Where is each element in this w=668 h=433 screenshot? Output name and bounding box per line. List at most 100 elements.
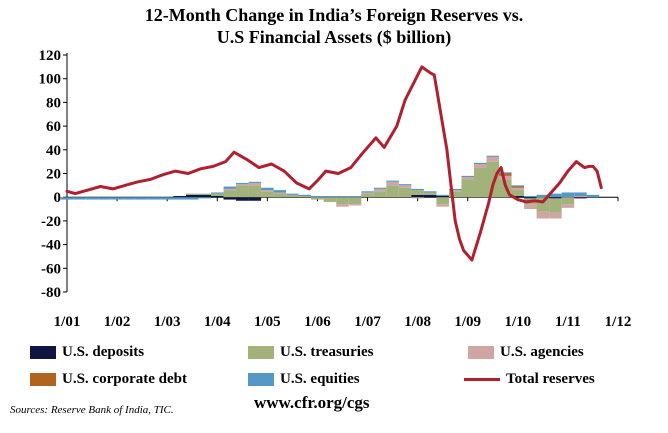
bar-us-deposits bbox=[436, 196, 449, 198]
x-tick-label: 1/11 bbox=[555, 314, 581, 330]
bar-us-agencies bbox=[336, 204, 349, 207]
bar-us-deposits bbox=[524, 197, 537, 199]
bar-us-equities bbox=[348, 196, 362, 198]
bar-us-equities bbox=[261, 187, 274, 191]
bar-us-treasuries bbox=[511, 190, 525, 197]
bar-us-equities bbox=[574, 192, 587, 197]
bar-us-equities bbox=[536, 194, 550, 198]
bar-us-agencies bbox=[461, 177, 474, 180]
y-tick-label: 100 bbox=[39, 72, 62, 88]
bar-us-equities bbox=[336, 196, 349, 198]
bar-us-equities bbox=[135, 197, 149, 200]
bar-us-corporate-debt bbox=[499, 173, 512, 176]
bar-us-agencies bbox=[273, 192, 287, 194]
bar-us-equities bbox=[173, 197, 186, 200]
bar-us-deposits bbox=[248, 197, 262, 201]
bar-us-treasuries bbox=[223, 190, 237, 198]
bar-us-deposits bbox=[574, 197, 587, 199]
y-tick-label: -80 bbox=[41, 285, 61, 301]
bar-us-treasuries bbox=[286, 194, 299, 198]
bar-us-equities bbox=[323, 196, 337, 198]
bar-us-equities bbox=[311, 196, 324, 198]
y-tick-label: 20 bbox=[46, 167, 61, 183]
bar-us-treasuries bbox=[398, 187, 412, 198]
bar-us-agencies bbox=[561, 204, 575, 208]
bar-us-treasuries bbox=[336, 197, 349, 205]
bar-us-treasuries bbox=[549, 198, 562, 213]
x-tick-label: 1/12 bbox=[605, 314, 632, 330]
bar-us-treasuries bbox=[423, 192, 437, 195]
bar-us-treasuries bbox=[473, 167, 487, 198]
bar-us-agencies bbox=[348, 204, 362, 206]
y-tick-label: -40 bbox=[41, 238, 61, 254]
bar-us-agencies bbox=[261, 190, 274, 192]
bar-us-equities bbox=[386, 180, 399, 182]
bar-us-agencies bbox=[248, 182, 262, 186]
bar-us-deposits bbox=[173, 196, 186, 198]
bar-us-agencies bbox=[536, 211, 550, 219]
bar-us-treasuries bbox=[561, 197, 575, 205]
bar-us-equities bbox=[361, 191, 374, 193]
bar-us-agencies bbox=[486, 156, 500, 162]
bar-us-agencies bbox=[436, 204, 449, 207]
bar-us-agencies bbox=[524, 204, 537, 210]
bar-us-deposits bbox=[211, 196, 224, 198]
bar-us-equities bbox=[473, 162, 487, 165]
bar-us-agencies bbox=[223, 188, 237, 191]
chart-title: 12-Month Change in India’s Foreign Reser… bbox=[0, 4, 668, 48]
bar-us-equities bbox=[273, 190, 287, 193]
bar-us-treasuries bbox=[311, 197, 324, 200]
x-tick-label: 1/03 bbox=[154, 314, 181, 330]
chart-title-line-2: U.S Financial Assets ($ billion) bbox=[216, 27, 452, 47]
bar-us-deposits bbox=[549, 197, 562, 199]
bar-us-equities bbox=[198, 197, 212, 199]
bar-us-treasuries bbox=[248, 185, 262, 198]
bar-us-treasuries bbox=[411, 190, 424, 195]
bar-us-treasuries bbox=[323, 197, 337, 202]
y-axis: 120 100 80 60 40 20 0 -20 -40 -60 -80 bbox=[39, 48, 68, 301]
bar-us-equities bbox=[586, 194, 600, 198]
bar-us-deposits bbox=[185, 194, 199, 198]
bar-us-deposits bbox=[223, 197, 237, 200]
bar-us-treasuries bbox=[273, 193, 287, 198]
bar-us-deposits bbox=[423, 194, 437, 198]
line-total-reserves bbox=[65, 65, 603, 262]
bar-us-agencies bbox=[511, 187, 525, 191]
y-tick-label: 60 bbox=[46, 119, 61, 135]
bar-us-treasuries bbox=[386, 185, 399, 198]
x-tick-label: 1/10 bbox=[504, 314, 531, 330]
bar-us-deposits bbox=[236, 197, 249, 201]
bar-us-equities bbox=[223, 186, 237, 189]
bar-us-treasuries bbox=[536, 197, 550, 212]
x-axis: 1/01 1/02 1/03 1/04 1/05 1/06 1/07 1/08 1/09 1/10… bbox=[54, 196, 632, 330]
y-tick-label: 80 bbox=[46, 95, 61, 111]
bar-us-equities bbox=[248, 181, 262, 183]
bar-us-equities bbox=[123, 197, 136, 200]
bar-us-agencies bbox=[473, 164, 487, 168]
bar-us-treasuries bbox=[461, 179, 474, 198]
bar-us-equities bbox=[423, 191, 437, 193]
bar-us-agencies bbox=[398, 185, 412, 188]
line-series-group bbox=[65, 65, 603, 262]
bar-us-treasuries bbox=[198, 193, 212, 195]
bar-us-equities bbox=[524, 196, 537, 198]
y-tick-label: 0 bbox=[54, 190, 62, 206]
y-tick-label: -60 bbox=[41, 261, 61, 277]
bar-us-equities bbox=[185, 197, 199, 200]
x-tick-label: 1/05 bbox=[254, 314, 281, 330]
x-tick-label: 1/04 bbox=[204, 314, 231, 330]
bar-us-agencies bbox=[373, 188, 387, 192]
bar-us-equities bbox=[511, 185, 525, 187]
bar-us-equities bbox=[286, 193, 299, 195]
bar-us-equities bbox=[448, 188, 462, 191]
bar-us-equities bbox=[73, 197, 86, 200]
y-tick-label: 120 bbox=[39, 48, 62, 64]
y-tick-label: -20 bbox=[41, 214, 61, 230]
bar-us-agencies bbox=[411, 197, 424, 199]
bar-us-corporate-debt bbox=[511, 186, 525, 188]
x-tick-label: 1/07 bbox=[354, 314, 381, 330]
bar-us-equities bbox=[160, 197, 174, 200]
x-tick-label: 1/06 bbox=[304, 314, 331, 330]
bar-us-agencies bbox=[361, 192, 374, 194]
